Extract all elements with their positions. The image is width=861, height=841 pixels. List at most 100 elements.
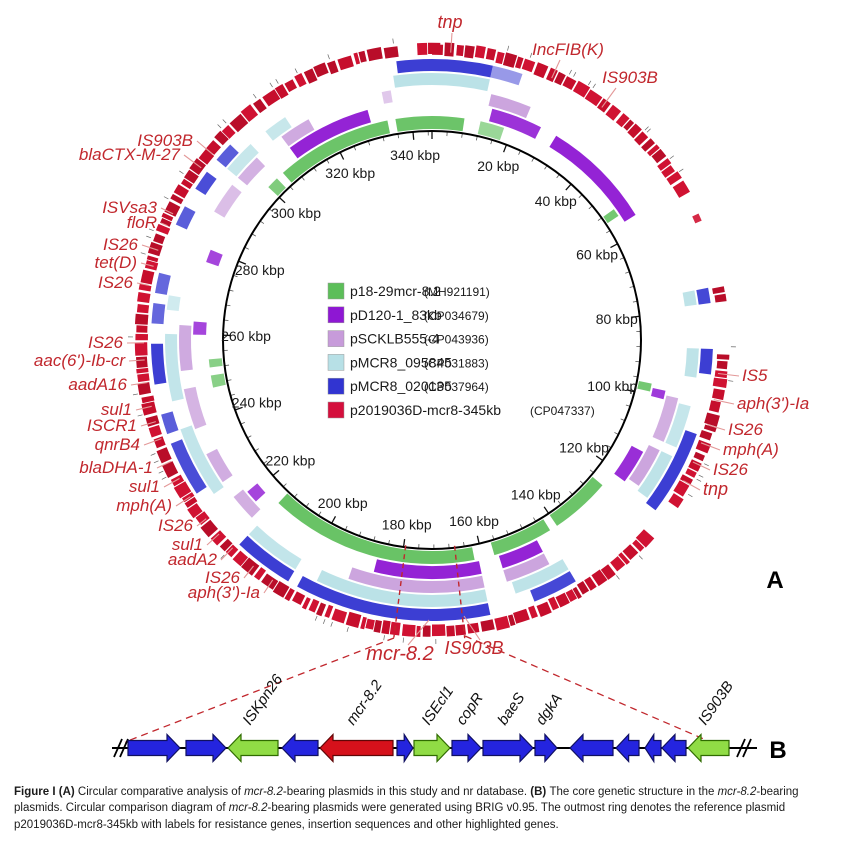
gene-arrow [227,733,279,763]
ring-arc [248,525,302,570]
gene-arrow-segment [485,48,497,61]
ring-arc [178,325,193,371]
gene-label-line [130,382,148,386]
legend-swatch [327,282,345,300]
gene-label: sul1 [129,477,160,496]
gene-arrow-segment [240,104,259,122]
gene-arrow-segment [446,625,455,637]
gene-label-line [140,262,154,267]
ring-arc [348,567,485,594]
highlight-region-dash [393,545,407,638]
outer-boundary-tick [222,119,227,124]
gene-label: IS903B [444,638,503,658]
ring-arc [614,445,644,482]
gene-arrow-segment [187,503,203,519]
legend-name: p2019036D-mcr8-345kb [350,402,501,418]
gene-arrow-segment [627,123,642,139]
gene-arrow-segment [141,401,157,416]
gene-arrow-segment [173,184,189,199]
gene-arrow-segment [284,588,295,602]
caption-run: Figure I [14,786,59,798]
legend-accession: (CP047337) [530,404,595,418]
gene-arrow-segment [651,148,667,164]
gene-arrow-segment [554,71,566,86]
gene-label-line [717,372,740,377]
gene-arrow [482,733,534,763]
outer-boundary-tick [146,235,152,239]
gene-arrow-segment [562,76,577,90]
gene-label: floR [127,213,157,232]
ring-arc [373,559,482,580]
gene-label: tnp [703,479,728,499]
figure-caption: Figure I (A) Circular comparative analys… [14,786,799,831]
ring-arc [490,65,523,86]
gene-label: IS26 [103,235,139,254]
gene-label: ISCR1 [87,416,137,435]
ring-arc [477,121,505,141]
gene-arrow-segment [584,576,597,591]
gene-arrow-segment [714,293,727,303]
gene-label: IS26 [88,333,124,352]
gene-label: IS26 [98,273,134,292]
gene-label-line [601,87,617,108]
gene-arrow-segment [634,131,649,146]
scale-tick [631,315,640,318]
legend-accession: (CP037964) [424,380,489,394]
outer-boundary-tick [529,52,533,58]
outer-boundary-tick [137,414,143,417]
gene-arrow-segment [712,286,725,294]
outer-boundary-tick [638,555,643,560]
reference-ring-p2019036D-mcr8-345kb [128,38,736,644]
ring-arc [165,333,184,402]
gene-arrow-segment [623,119,635,131]
outer-boundary-tick [669,155,675,160]
outer-boundary-tick [148,228,154,232]
ring-arc [665,403,691,448]
outer-boundary-tick [327,54,330,60]
ring-arc [208,358,223,368]
kbp-label: 80 kbp [596,311,638,327]
gene-label: blaCTX-M-27 [79,145,181,164]
gene-label: sul1 [101,400,132,419]
gene-arrow-segment [153,436,166,449]
ring-arc [151,343,167,385]
outer-boundary-tick [153,460,159,464]
gene-arrow-segment [301,597,311,610]
gene-arrow-segment [703,424,717,433]
gene-arrow-segment [428,42,441,54]
gene-label-line [463,615,481,641]
scale-tick [502,144,508,153]
kbp-label: 180 kbp [382,516,432,532]
caption-run: mcr-8.2 [717,786,757,798]
gene-label-line [220,547,233,561]
gene-arrow-segment [704,412,720,427]
gene-label-line [140,421,156,427]
gene-arrow-segment [181,178,193,190]
gene-arrow-segment [262,89,281,107]
ring-arc [628,445,660,486]
gene-label-line [450,32,453,53]
connector-dash-right [464,635,728,750]
outer-boundary-tick [696,478,702,482]
ring-arc [151,303,166,325]
ring-arc [268,178,286,196]
kbp-label: 260 kbp [221,328,271,344]
highlight-region-dash [453,545,466,639]
ring-arc [530,571,576,602]
gene-arrow-segment [494,615,510,631]
outer-boundary-tick [346,626,349,632]
gene-arrow-segment [417,42,428,56]
gene-arrow-segment [137,373,150,383]
gene-arrow-segment [565,589,578,602]
gene-arrow-segment [502,52,518,68]
gene-label: tet(D) [95,253,138,272]
gene-arrow-segment [134,342,148,356]
kbp-label: 200 kbp [318,495,368,511]
gene-arrow [185,733,227,763]
scale-tick [278,196,286,204]
ring-arc [180,425,224,494]
gene-name-label: ISEcl1 [418,683,457,728]
gene-label: sul1 [172,535,203,554]
gene-arrow-segment [148,425,162,438]
